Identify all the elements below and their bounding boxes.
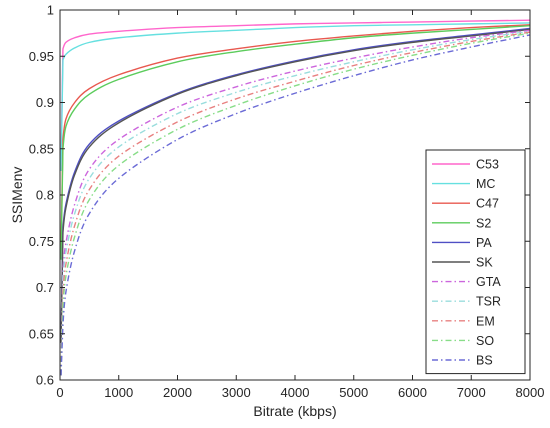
legend-label-c53: C53 bbox=[476, 158, 499, 172]
series-line-mc bbox=[60, 22, 531, 171]
legend-label-so: SO bbox=[476, 334, 494, 348]
x-tick-label: 7000 bbox=[457, 385, 486, 400]
legend-label-bs: BS bbox=[476, 354, 493, 368]
legend-label-mc: MC bbox=[476, 177, 495, 191]
series-line-s2 bbox=[60, 25, 531, 260]
y-tick-label: 0.6 bbox=[36, 373, 54, 388]
x-tick-label: 4000 bbox=[281, 385, 310, 400]
y-tick-label: 1 bbox=[47, 3, 54, 18]
x-tick-label: 1000 bbox=[104, 385, 133, 400]
legend-label-gta: GTA bbox=[476, 275, 501, 289]
y-tick-label: 0.7 bbox=[36, 280, 54, 295]
series-line-so bbox=[60, 32, 531, 376]
x-tick-label: 6000 bbox=[398, 385, 427, 400]
series-line-tsr bbox=[60, 30, 531, 376]
y-tick-label: 0.75 bbox=[29, 234, 54, 249]
series-line-pa bbox=[60, 27, 531, 339]
y-axis: 0.6 0.65 0.7 0.75 0.8 0.85 0.9 0.95 1 bbox=[29, 3, 530, 388]
series-line-c53 bbox=[60, 19, 531, 160]
x-tick-label: 8000 bbox=[516, 385, 545, 400]
legend-label-s2: S2 bbox=[476, 216, 491, 230]
legend-label-pa: PA bbox=[476, 236, 492, 250]
y-tick-label: 0.65 bbox=[29, 326, 54, 341]
x-tick-label: 2000 bbox=[163, 385, 192, 400]
series-line-c47 bbox=[60, 24, 531, 251]
y-tick-label: 0.9 bbox=[36, 95, 54, 110]
y-tick-label: 0.95 bbox=[29, 49, 54, 64]
y-tick-label: 0.85 bbox=[29, 141, 54, 156]
legend: C53 MC C47 S2 PA SK GTA TSR EM SO BS bbox=[425, 149, 526, 375]
legend-label-tsr: TSR bbox=[476, 295, 501, 309]
legend-label-c47: C47 bbox=[476, 197, 499, 211]
x-tick-label: 5000 bbox=[339, 385, 368, 400]
y-axis-title: SSIMenv bbox=[9, 167, 25, 224]
x-axis: 0 1000 2000 3000 4000 5000 6000 7000 8000 bbox=[56, 10, 544, 400]
x-axis-title: Bitrate (kbps) bbox=[253, 403, 336, 419]
legend-label-sk: SK bbox=[476, 256, 493, 270]
series-line-em bbox=[60, 31, 531, 376]
series-line-sk bbox=[60, 28, 531, 344]
x-tick-label: 0 bbox=[56, 385, 63, 400]
series-layer bbox=[60, 19, 531, 376]
series-line-bs bbox=[60, 34, 531, 376]
legend-label-em: EM bbox=[476, 314, 495, 328]
x-tick-label: 3000 bbox=[222, 385, 251, 400]
series-line-gta bbox=[60, 29, 531, 376]
y-tick-label: 0.8 bbox=[36, 188, 54, 203]
